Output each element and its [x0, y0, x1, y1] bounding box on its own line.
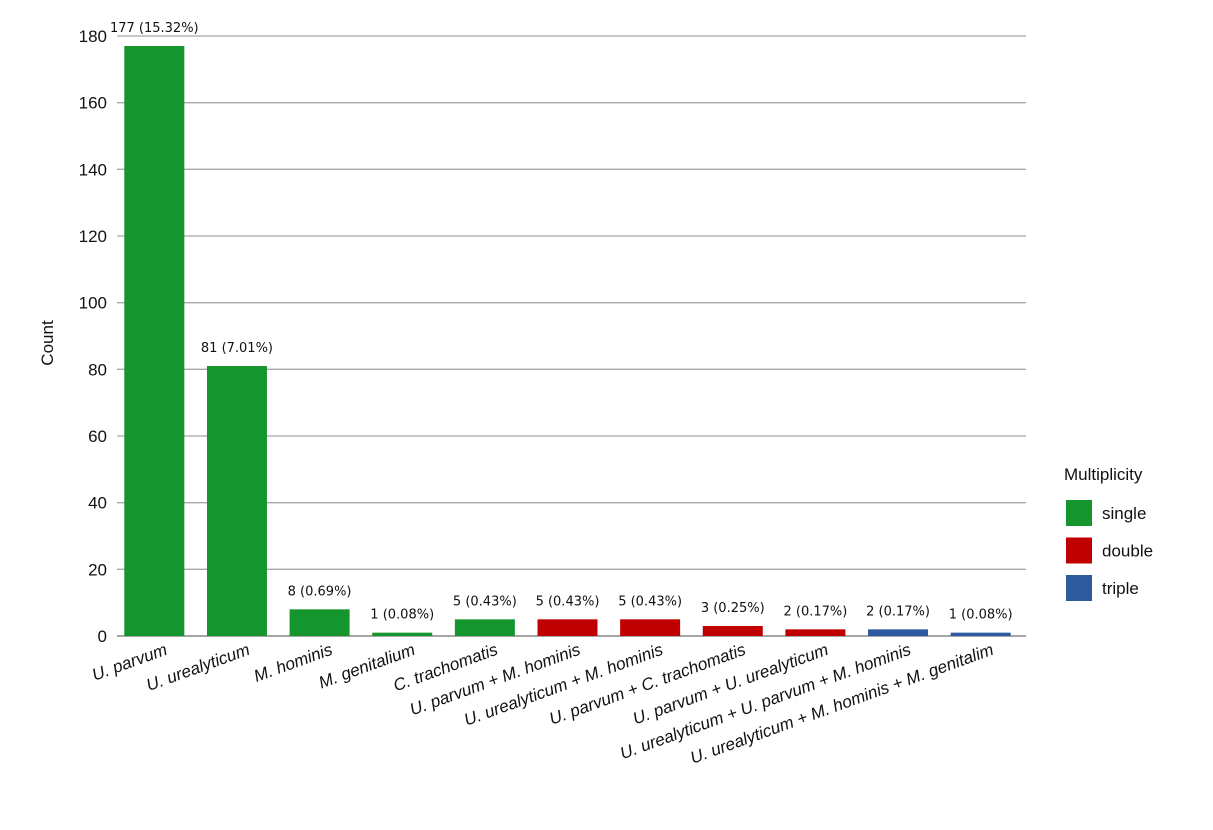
bar	[372, 632, 433, 636]
data-label: 1 (0.08%)	[949, 608, 1013, 623]
legend-swatch	[1066, 575, 1092, 601]
data-label: 2 (0.17%)	[783, 604, 847, 619]
data-label: 81 (7.01%)	[201, 341, 273, 356]
bar	[950, 632, 1011, 636]
bar	[702, 626, 763, 636]
y-tick-label: 180	[79, 27, 107, 46]
legend-label: double	[1102, 542, 1153, 561]
data-label: 3 (0.25%)	[701, 601, 765, 616]
bar	[454, 619, 515, 636]
data-label: 1 (0.08%)	[370, 608, 434, 623]
legend-swatch	[1066, 500, 1092, 526]
y-tick-label: 140	[79, 160, 107, 179]
y-tick-label: 20	[88, 560, 107, 579]
legend-label: triple	[1102, 579, 1139, 598]
data-label: 5 (0.43%)	[536, 594, 600, 609]
data-label: 8 (0.69%)	[288, 584, 352, 599]
bar	[289, 609, 350, 636]
data-label: 2 (0.17%)	[866, 604, 930, 619]
y-tick-label: 100	[79, 294, 107, 313]
data-label: 5 (0.43%)	[453, 594, 517, 609]
y-tick-label: 0	[98, 627, 107, 646]
y-tick-label: 60	[88, 427, 107, 446]
legend: Multiplicity single double triple	[1064, 465, 1153, 601]
bar	[537, 619, 598, 636]
bar	[785, 629, 846, 636]
y-axis-ticks: 0 20 40 60 80 100 120 140 160 180	[79, 27, 107, 646]
bar	[124, 46, 185, 636]
bar	[206, 366, 267, 636]
bar	[868, 629, 929, 636]
bars: 177 (15.32%) 81 (7.01%) 8 (0.69%) 1 (0.08%)…	[110, 21, 1013, 636]
y-tick-label: 80	[88, 360, 107, 379]
legend-title: Multiplicity	[1064, 465, 1143, 484]
data-label: 5 (0.43%)	[618, 594, 682, 609]
y-axis-label: Count	[38, 320, 57, 366]
legend-swatch	[1066, 537, 1092, 564]
legend-label: single	[1102, 504, 1146, 523]
bar	[620, 619, 681, 636]
data-label: 177 (15.32%)	[110, 21, 199, 36]
y-tick-label: 160	[79, 94, 107, 113]
y-tick-label: 40	[88, 494, 107, 513]
y-tick-label: 120	[79, 227, 107, 246]
